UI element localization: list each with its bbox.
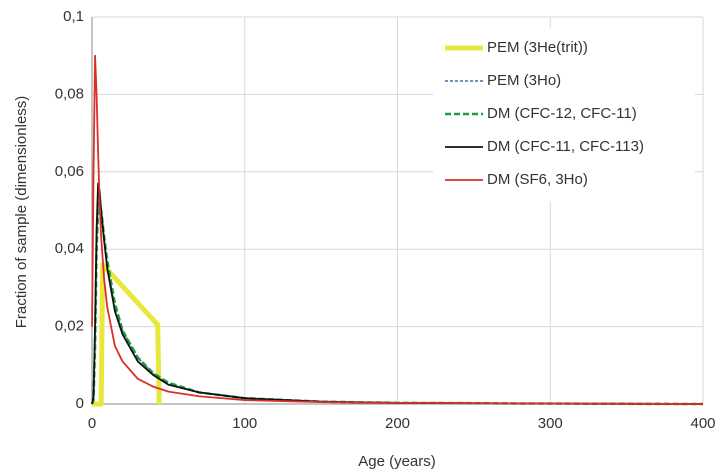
legend-label: PEM (3He(trit)): [487, 39, 588, 56]
data-line: [91, 54, 704, 405]
y-tick-label: 0,04: [55, 240, 84, 257]
y-axis-title: Fraction of sample (dimensionless): [13, 96, 30, 329]
y-tick-label: 0: [76, 395, 84, 412]
y-tick-label: 0,02: [55, 318, 84, 335]
legend-label: DM (CFC-11, CFC-113): [487, 138, 644, 155]
y-tick-label: 0,06: [55, 163, 84, 180]
x-tick-label: 200: [385, 415, 410, 432]
x-tick-label: 400: [690, 415, 715, 432]
legend-label: PEM (3Ho): [487, 72, 561, 89]
legend-label: DM (CFC-12, CFC-11): [487, 105, 637, 122]
x-tick-label: 300: [538, 415, 563, 432]
y-tick-label: 0,1: [63, 8, 84, 25]
y-tick-label: 0,08: [55, 85, 84, 102]
x-tick-label: 100: [232, 415, 257, 432]
x-axis-title: Age (years): [358, 453, 436, 470]
x-tick-label: 0: [88, 415, 96, 432]
legend-label: DM (SF6, 3Ho): [487, 171, 588, 188]
